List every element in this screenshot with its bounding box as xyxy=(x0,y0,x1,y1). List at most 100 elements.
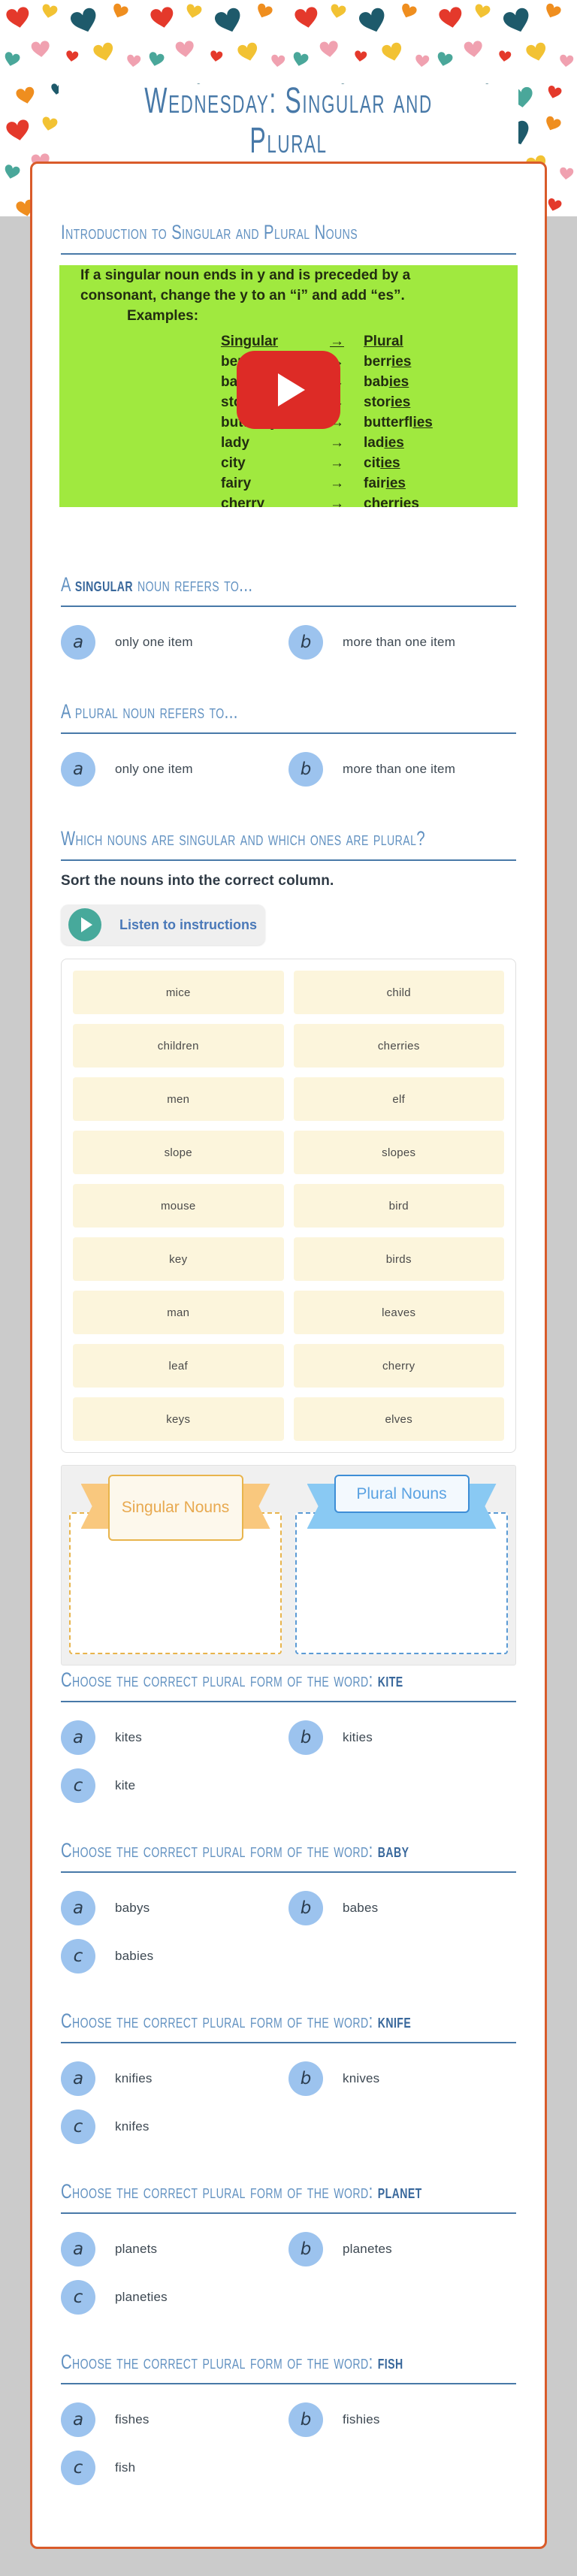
listen-button-label: Listen to instructions xyxy=(119,917,258,932)
arrow-icon: → xyxy=(330,435,344,451)
word-chip[interactable]: slopes xyxy=(293,1131,504,1174)
option-b[interactable]: b planetes xyxy=(288,2227,516,2271)
option-letter-badge: b xyxy=(288,1891,323,1925)
word-chip[interactable]: leaf xyxy=(73,1344,284,1388)
question-plural-knife: Choose the correct plural form of the wo… xyxy=(61,2009,516,2149)
option-letter-badge: c xyxy=(61,2280,95,2315)
question-heading: Choose the correct plural form of the wo… xyxy=(61,2350,403,2373)
option-b[interactable]: b more than one item xyxy=(288,621,516,664)
word-chip[interactable]: man xyxy=(73,1291,284,1334)
question-plural-kite: Choose the correct plural form of the wo… xyxy=(61,1668,516,1807)
audio-play-icon xyxy=(68,908,101,941)
video-player[interactable]: If a singular noun ends in y and is prec… xyxy=(59,265,518,507)
arrow-icon: → xyxy=(330,455,344,471)
page-title-line1: Wednesday: Singular and Plural xyxy=(144,81,433,161)
option-a[interactable]: a only one item xyxy=(61,747,288,791)
option-c[interactable]: c planeties xyxy=(61,2276,288,2319)
word-chip[interactable]: slope xyxy=(73,1131,284,1174)
question-plural-definition: A plural noun refers to... a only one it… xyxy=(61,699,516,791)
word-chip[interactable]: mice xyxy=(73,971,284,1014)
option-c[interactable]: c babies xyxy=(61,1934,288,1978)
singular-nouns-banner: Singular Nouns xyxy=(80,1475,270,1541)
option-a[interactable]: a only one item xyxy=(61,621,288,664)
plural-banner-label: Plural Nouns xyxy=(334,1475,470,1514)
option-letter-badge: b xyxy=(288,625,323,660)
question-plural-baby: Choose the correct plural form of the wo… xyxy=(61,1838,516,1978)
option-a[interactable]: a fishes xyxy=(61,2398,288,2442)
plural-column: Plural Nouns xyxy=(295,1475,508,1654)
heading-divider xyxy=(61,2042,516,2043)
title-background-box xyxy=(59,84,518,162)
option-letter-badge: a xyxy=(61,2232,95,2266)
option-a[interactable]: a babys xyxy=(61,1886,288,1930)
option-c[interactable]: c knifes xyxy=(61,2105,288,2149)
option-letter-badge: c xyxy=(61,2109,95,2144)
word-chip[interactable]: cherries xyxy=(293,1024,504,1068)
option-letter-badge: c xyxy=(61,1939,95,1974)
option-c[interactable]: c kite xyxy=(61,1764,288,1807)
word-chip[interactable]: cherry xyxy=(293,1344,504,1388)
word-chip[interactable]: elves xyxy=(293,1397,504,1441)
option-letter-badge: c xyxy=(61,1768,95,1803)
question-heading: Choose the correct plural form of the wo… xyxy=(61,2009,412,2032)
heading-divider xyxy=(61,1871,516,1873)
option-letter-badge: b xyxy=(288,2232,323,2266)
arrow-icon: → xyxy=(330,476,344,491)
question-heading: Choose the correct plural form of the wo… xyxy=(61,2179,422,2203)
option-b[interactable]: b babes xyxy=(288,1886,516,1930)
plural-drop-zone[interactable] xyxy=(295,1512,508,1654)
question-heading: Which nouns are singular and which ones … xyxy=(61,826,426,850)
option-letter-badge: b xyxy=(288,2061,323,2096)
sort-drop-panel: Singular Nouns Plural Nouns xyxy=(61,1465,516,1665)
table-row: city → cities xyxy=(221,453,518,473)
option-a[interactable]: a planets xyxy=(61,2227,288,2271)
table-row: lady → ladies xyxy=(221,433,518,453)
word-chip[interactable]: mouse xyxy=(73,1184,284,1228)
question-plural-fish: Choose the correct plural form of the wo… xyxy=(61,2350,516,2490)
word-chip[interactable]: key xyxy=(73,1237,284,1281)
word-chip[interactable]: bird xyxy=(293,1184,504,1228)
table-row: fairy → fairies xyxy=(221,473,518,494)
option-a[interactable]: a kites xyxy=(61,1716,288,1759)
singular-column: Singular Nouns xyxy=(69,1475,282,1654)
heading-divider xyxy=(61,2383,516,2384)
option-letter-badge: a xyxy=(61,1891,95,1925)
table-row: Singular → Plural xyxy=(221,331,518,352)
option-b[interactable]: b more than one item xyxy=(288,747,516,791)
word-chip[interactable]: children xyxy=(73,1024,284,1068)
word-chip[interactable]: child xyxy=(293,971,504,1014)
word-chip[interactable]: keys xyxy=(73,1397,284,1441)
option-letter-badge: a xyxy=(61,2402,95,2437)
video-text-line2: consonant, change the y to an “i” and ad… xyxy=(80,288,405,304)
option-b[interactable]: b kities xyxy=(288,1716,516,1759)
youtube-play-button[interactable] xyxy=(237,351,340,429)
option-a[interactable]: a knifies xyxy=(61,2057,288,2100)
option-letter-badge: a xyxy=(61,1720,95,1755)
word-chip[interactable]: birds xyxy=(293,1237,504,1281)
option-b[interactable]: b fishies xyxy=(288,2398,516,2442)
worksheet-card: Introduction to Singular and Plural Noun… xyxy=(30,162,547,2549)
option-letter-badge: b xyxy=(288,2402,323,2437)
question-sort-nouns: Which nouns are singular and which ones … xyxy=(61,826,516,1665)
option-letter-badge: b xyxy=(288,752,323,787)
question-heading: Choose the correct plural form of the wo… xyxy=(61,1838,409,1862)
table-row: cherry → cherries xyxy=(221,494,518,507)
option-letter-badge: c xyxy=(61,2451,95,2485)
word-chip[interactable]: leaves xyxy=(293,1291,504,1334)
option-c[interactable]: c fish xyxy=(61,2446,288,2490)
question-singular-definition: A singular noun refers to... a only one … xyxy=(61,572,516,664)
heading-divider xyxy=(61,2212,516,2214)
heading-divider xyxy=(61,253,516,255)
arrow-icon: → xyxy=(330,334,344,349)
heading-divider xyxy=(61,859,516,861)
question-plural-planet: Choose the correct plural form of the wo… xyxy=(61,2179,516,2319)
singular-banner-label: Singular Nouns xyxy=(107,1475,243,1541)
word-chip[interactable]: elf xyxy=(293,1077,504,1121)
listen-to-instructions-button[interactable]: Listen to instructions xyxy=(61,904,265,945)
option-letter-badge: b xyxy=(288,1720,323,1755)
option-b[interactable]: b knives xyxy=(288,2057,516,2100)
video-examples-label: Examples: xyxy=(127,308,199,324)
col-singular: Singular xyxy=(221,334,279,349)
word-chip[interactable]: men xyxy=(73,1077,284,1121)
